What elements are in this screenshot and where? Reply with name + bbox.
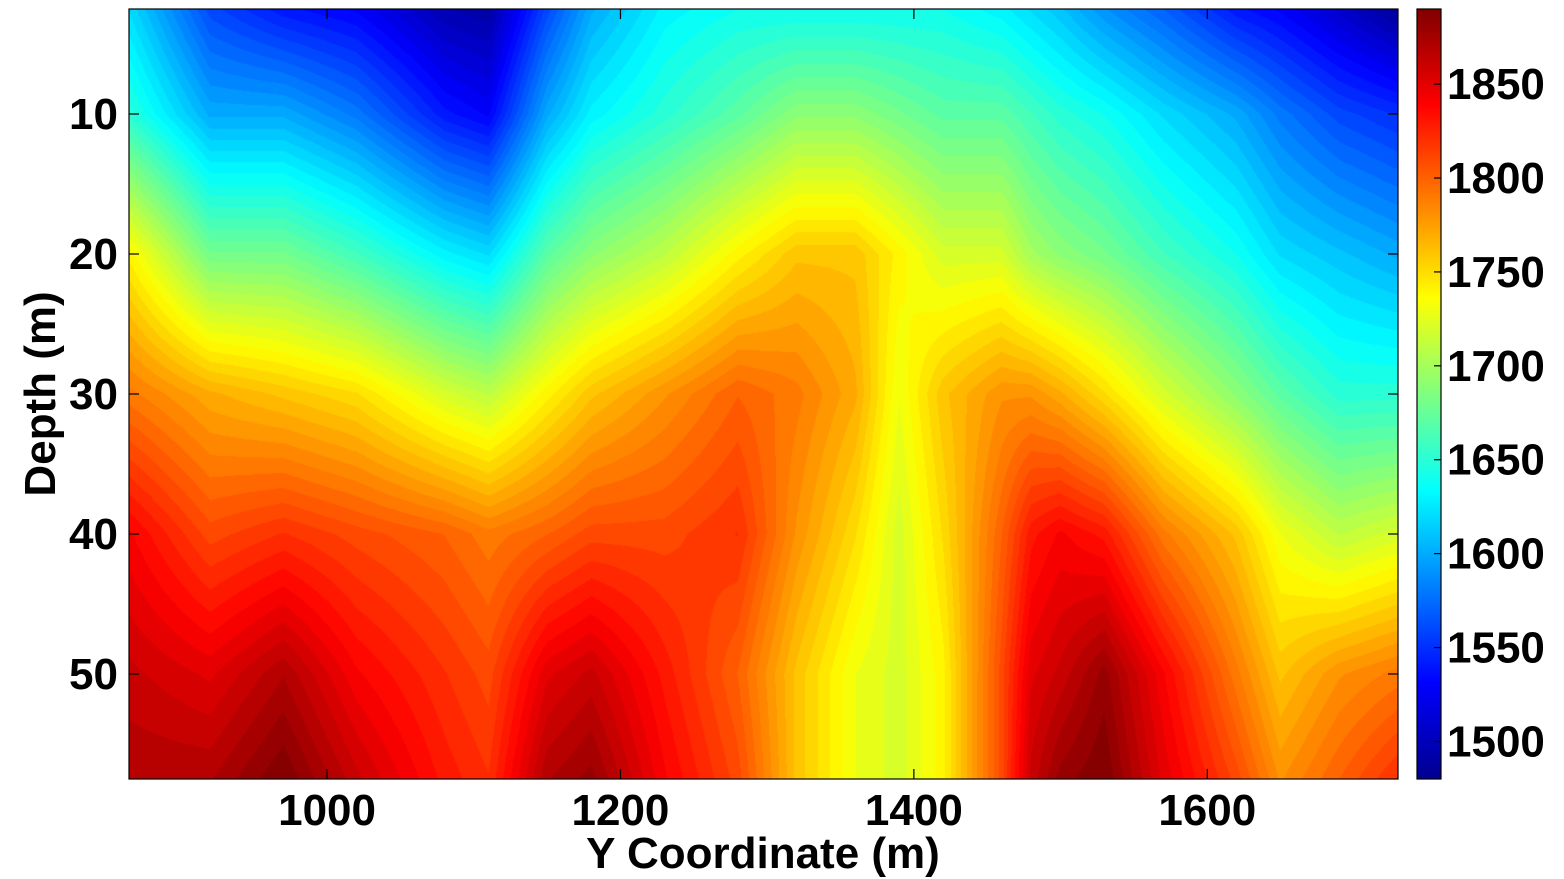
colorbar-tick-label: 1850 xyxy=(1447,60,1545,109)
x-tick-label: 1600 xyxy=(1158,786,1256,835)
x-tick-label: 1400 xyxy=(865,786,963,835)
colorbar-tick-label: 1500 xyxy=(1447,717,1545,766)
colorbar-tick-label: 1600 xyxy=(1447,530,1545,579)
colorbar-tick-label: 1700 xyxy=(1447,342,1545,391)
y-axis-label: Depth (m) xyxy=(16,291,65,496)
colorbar-ticks: 1500 1550 1600 1650 1700 1750 1800 1850 xyxy=(1434,60,1545,766)
y-tick-label: 20 xyxy=(69,230,118,279)
plot-area: 1000 1200 1400 1600 10 20 30 40 50 xyxy=(69,8,1399,835)
x-axis-ticks: 1000 1200 1400 1600 xyxy=(278,9,1256,835)
colorbar-gradient xyxy=(1416,8,1442,780)
colorbar: 1500 1550 1600 1650 1700 1750 1800 1850 xyxy=(1416,8,1545,780)
y-tick-label: 40 xyxy=(69,510,118,559)
colorbar-tick-label: 1750 xyxy=(1447,248,1545,297)
x-tick-label: 1200 xyxy=(572,786,670,835)
colorbar-tick-label: 1650 xyxy=(1447,436,1545,485)
y-tick-label: 10 xyxy=(69,90,118,139)
y-tick-label: 30 xyxy=(69,370,118,419)
y-axis-ticks: 10 20 30 40 50 xyxy=(69,90,1398,699)
colorbar-tick-label: 1800 xyxy=(1447,154,1545,203)
x-tick-label: 1000 xyxy=(278,786,376,835)
x-axis-label: Y Coordinate (m) xyxy=(586,829,940,878)
y-tick-label: 50 xyxy=(69,650,118,699)
colorbar-tick-label: 1550 xyxy=(1447,624,1545,673)
heatmap-canvas xyxy=(129,9,1398,779)
